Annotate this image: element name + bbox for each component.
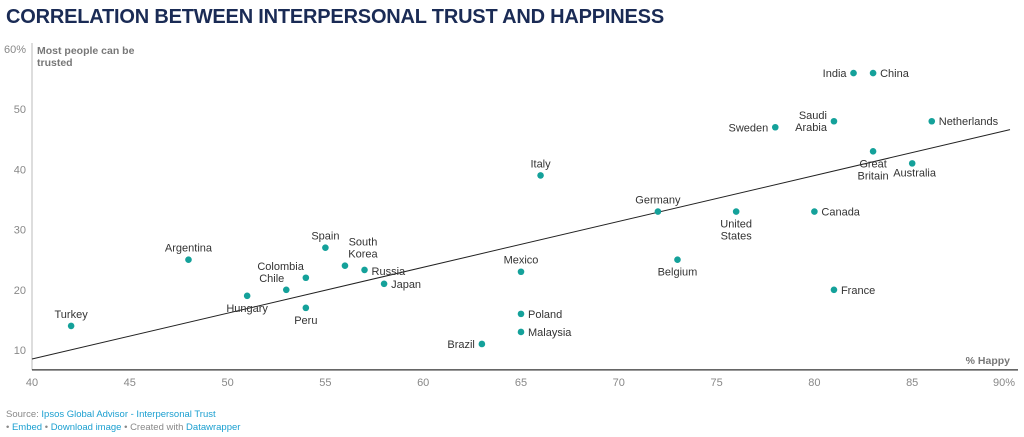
y-tick-label: 30 bbox=[14, 225, 26, 237]
chart-title: CORRELATION BETWEEN INTERPERSONAL TRUST … bbox=[6, 6, 664, 28]
x-tick-label: 90% bbox=[993, 377, 1015, 389]
data-label: Colombia bbox=[257, 261, 304, 273]
data-point bbox=[830, 286, 838, 294]
data-point bbox=[654, 208, 662, 215]
x-tick-label: 70 bbox=[613, 377, 625, 389]
source-link[interactable]: Ipsos Global Advisor - Interpersonal Tru… bbox=[41, 409, 216, 420]
scatter-chart: 10 20 30 40 50 60% 40 45 50 55 60 65 70 75 80 85 90% Most… bbox=[4, 43, 1018, 389]
embed-link[interactable]: Embed bbox=[11, 422, 43, 433]
x-tick-label: 80 bbox=[808, 377, 820, 389]
y-tick-label: 40 bbox=[14, 164, 26, 176]
x-tick-label: 55 bbox=[319, 377, 331, 389]
data-label: India bbox=[823, 68, 848, 80]
data-label: China bbox=[880, 68, 910, 80]
data-label: South Korea bbox=[348, 237, 378, 261]
x-tick-label: 75 bbox=[710, 377, 722, 389]
data-label: Sweden bbox=[729, 122, 769, 134]
data-point bbox=[67, 322, 75, 330]
data-point bbox=[811, 208, 818, 215]
data-point bbox=[302, 274, 310, 282]
created-with-text: Created with bbox=[130, 422, 184, 433]
y-tick-label: 50 bbox=[14, 104, 26, 116]
x-tick-label: 60 bbox=[417, 377, 429, 389]
x-tick-label: 50 bbox=[221, 377, 233, 389]
data-label: United States bbox=[720, 219, 752, 243]
data-label: Italy bbox=[530, 158, 551, 170]
data-label: Japan bbox=[391, 279, 421, 291]
data-label: Malaysia bbox=[528, 327, 572, 339]
y-tick-label: 60% bbox=[4, 44, 26, 56]
data-label: Mexico bbox=[504, 255, 539, 267]
data-point bbox=[850, 69, 857, 77]
data-label: Chile bbox=[259, 273, 284, 285]
x-axis-title: % Happy bbox=[966, 355, 1011, 367]
footer: Source: Ipsos Global Advisor - Interpers… bbox=[6, 409, 241, 433]
data-point bbox=[517, 328, 525, 336]
trend-line bbox=[31, 129, 1011, 360]
x-tick-label: 65 bbox=[515, 377, 527, 389]
data-point bbox=[341, 262, 349, 270]
data-point bbox=[282, 286, 290, 294]
data-label: Spain bbox=[311, 231, 339, 243]
data-label: Netherlands bbox=[939, 116, 999, 128]
y-axis-title: trusted bbox=[37, 57, 73, 69]
data-point bbox=[517, 268, 525, 276]
data-label: Belgium bbox=[658, 267, 698, 279]
x-tick-label: 85 bbox=[906, 377, 918, 389]
data-point bbox=[830, 117, 838, 125]
data-point bbox=[302, 304, 310, 312]
data-point bbox=[185, 256, 192, 264]
data-label: Russia bbox=[372, 266, 407, 278]
data-label: Australia bbox=[893, 167, 937, 179]
data-point bbox=[732, 208, 740, 215]
y-axis-title: Most people can be bbox=[37, 45, 135, 57]
x-tick-label: 40 bbox=[26, 377, 38, 389]
data-point bbox=[517, 310, 525, 318]
x-tick-label: 45 bbox=[124, 377, 136, 389]
data-label: Poland bbox=[528, 309, 562, 321]
data-point bbox=[771, 123, 779, 131]
y-tick-label: 20 bbox=[14, 285, 26, 297]
data-label: Brazil bbox=[447, 339, 475, 351]
data-label: Hungary bbox=[226, 303, 268, 315]
data-point bbox=[380, 280, 388, 288]
data-point bbox=[537, 172, 544, 179]
data-label: Peru bbox=[294, 315, 317, 327]
data-point bbox=[322, 244, 329, 251]
download-image-link[interactable]: Download image bbox=[50, 422, 122, 433]
data-label: Turkey bbox=[55, 309, 89, 321]
data-point bbox=[361, 266, 368, 274]
data-point bbox=[243, 292, 251, 300]
data-label: Canada bbox=[821, 207, 860, 219]
data-label: Argentina bbox=[165, 243, 213, 255]
datawrapper-link[interactable]: Datawrapper bbox=[186, 422, 241, 433]
y-tick-label: 10 bbox=[14, 345, 26, 357]
data-point bbox=[869, 69, 877, 77]
data-label: Great Britain bbox=[857, 158, 888, 182]
data-point bbox=[478, 340, 486, 348]
data-label: France bbox=[841, 285, 875, 297]
data-point bbox=[869, 148, 877, 155]
source-prefix: Source: bbox=[6, 409, 39, 420]
data-point bbox=[908, 160, 916, 167]
data-point bbox=[928, 117, 936, 125]
data-label: Saudi Arabia bbox=[795, 110, 828, 134]
data-label: Germany bbox=[635, 195, 681, 207]
data-point bbox=[674, 256, 681, 264]
